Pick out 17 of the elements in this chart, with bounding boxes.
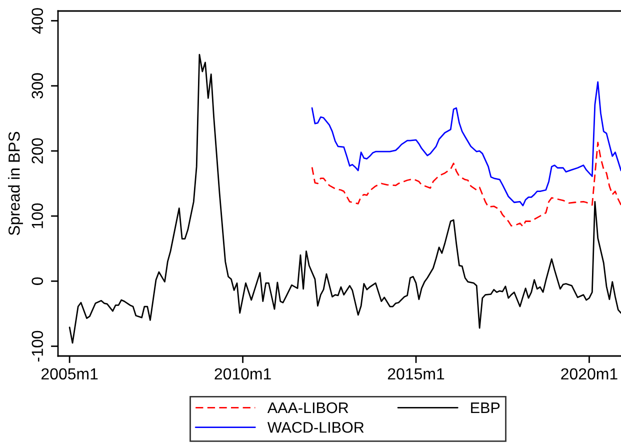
y-tick-label: 400 — [32, 8, 44, 34]
y-tick-label: 200 — [32, 138, 44, 164]
y-tick-label: 0 — [32, 277, 44, 285]
y-tick-label: -100 — [32, 330, 44, 362]
line-series — [311, 142, 621, 228]
legend-label: EBP — [471, 402, 500, 414]
x-tick-label: 2015m1 — [388, 368, 444, 380]
line-series — [311, 81, 621, 206]
x-tick-label: 2020m1 — [561, 368, 618, 380]
legend-label: WACD-LIBOR — [267, 422, 364, 433]
x-tick-label: 2010m1 — [214, 368, 271, 380]
x-tick-label: 2005m1 — [42, 368, 98, 380]
y-tick-label: 300 — [32, 73, 44, 99]
y-tick-label: 100 — [32, 203, 44, 228]
y-axis-title: Spread in BPS — [8, 132, 23, 236]
legend-label: AAA-LIBOR — [267, 402, 348, 414]
line-series — [68, 54, 621, 344]
